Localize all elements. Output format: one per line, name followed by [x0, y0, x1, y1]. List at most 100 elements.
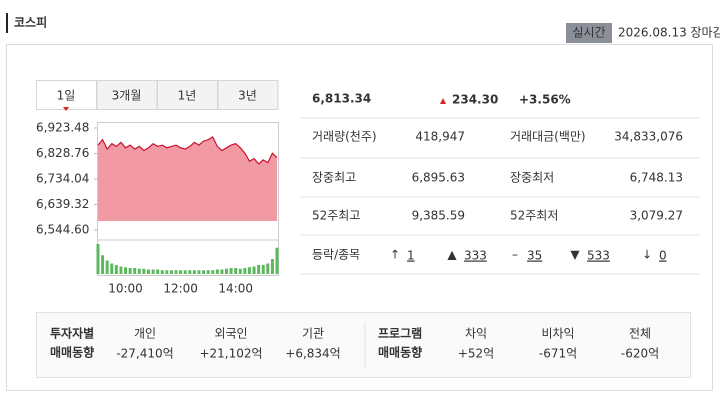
breadth-label: 등락/종목 [312, 248, 360, 262]
breadth-count[interactable]: 35 [527, 249, 542, 263]
volume-bar [229, 268, 233, 274]
flow-value: +21,102억 [199, 347, 262, 361]
stat-value: 6,895.63 [412, 171, 465, 185]
badge-bg [566, 23, 612, 43]
volume-bar [197, 270, 201, 274]
stat-label: 52주최고 [312, 209, 360, 223]
x-tick-label: 12:00 [163, 282, 198, 296]
stat-value: 9,385.59 [412, 209, 465, 223]
volume-bar [137, 268, 141, 274]
flow-box [36, 312, 691, 378]
stat-label: 장중최저 [510, 171, 554, 185]
volume-bar [270, 259, 274, 274]
volume-bar [202, 270, 206, 274]
flow-label: 매매동향 [50, 345, 94, 360]
volume-bar [101, 255, 105, 274]
volume-bar [96, 244, 100, 274]
stat-label: 장중최고 [312, 171, 356, 185]
x-tick-label: 14:00 [218, 282, 253, 296]
volume-bar [105, 260, 109, 274]
stat-label: 52주최저 [510, 209, 558, 223]
volume-bar [206, 270, 210, 274]
volume-bar [225, 268, 229, 274]
percent: +3.56% [519, 93, 571, 107]
volume-bar [151, 269, 155, 274]
breadth-icon: ▲ [447, 248, 457, 262]
flow-value: +6,834억 [285, 347, 340, 361]
flow-value: -671억 [539, 347, 577, 361]
flow-name: 차익 [465, 327, 487, 341]
plot-frame [97, 122, 279, 276]
volume-bar [261, 265, 265, 274]
volume-bar [169, 270, 173, 274]
volume-bar [183, 270, 187, 274]
price-line [97, 136, 278, 165]
volume-bar [128, 268, 132, 274]
flow-name: 개인 [134, 327, 156, 341]
volume-bar [179, 270, 183, 274]
volume-bar [234, 268, 238, 274]
volume-bar [243, 268, 247, 274]
flow-value: +52억 [458, 347, 494, 361]
volume-bar [275, 247, 279, 274]
breadth-icon: – [512, 248, 518, 262]
flow-value: -620억 [621, 347, 659, 361]
tab[interactable] [36, 80, 97, 110]
volume-bar [247, 267, 251, 274]
breadth-count[interactable]: 533 [587, 249, 610, 263]
volume-bar [238, 268, 242, 274]
stat-value: 418,947 [415, 130, 465, 144]
volume-bar [211, 270, 215, 274]
panel-border [6, 44, 713, 391]
tab-label[interactable]: 1일 [57, 89, 76, 103]
stat-value: 3,079.27 [630, 209, 683, 223]
y-tick-label: 6,734.04 [36, 172, 89, 186]
y-tick-label: 6,923.48 [36, 121, 89, 135]
volume-bar [160, 270, 164, 274]
tab-label[interactable]: 1년 [178, 89, 197, 103]
breadth-count[interactable]: 0 [659, 249, 667, 263]
tab-label[interactable]: 3년 [238, 89, 257, 103]
tab[interactable] [217, 80, 279, 110]
flow-label: 매매동향 [378, 345, 422, 360]
change: 234.30 [452, 93, 498, 107]
volume-bar [133, 268, 137, 274]
flow-value: -27,410억 [116, 347, 173, 361]
timestamp: 2026.08.13 장마감 [618, 26, 720, 40]
volume-bar [257, 265, 261, 274]
price-area [98, 137, 277, 221]
tab[interactable] [96, 80, 158, 110]
stat-label: 거래대금(백만) [510, 130, 586, 144]
volume-bar [142, 268, 146, 274]
y-tick-label: 6,828.76 [36, 146, 89, 160]
volume-bar [215, 269, 219, 274]
title-bar [6, 13, 8, 33]
tab-indicator [63, 107, 69, 111]
volume-bar [165, 270, 169, 274]
volume-bar [124, 267, 128, 274]
tab-label[interactable]: 3개월 [112, 89, 142, 103]
flow-name: 전체 [629, 327, 651, 341]
flow-name: 기관 [302, 327, 324, 341]
flow-name: 외국인 [214, 327, 247, 341]
price: 6,813.34 [312, 92, 371, 106]
breadth-count[interactable]: 333 [464, 249, 487, 263]
flow-label: 투자자별 [50, 326, 94, 341]
volume-bar [174, 270, 178, 274]
up-triangle [440, 98, 446, 104]
volume-bar [220, 269, 224, 274]
y-tick-label: 6,544.60 [36, 223, 89, 237]
breadth-icon: ▼ [570, 248, 580, 262]
badge: 실시간 [572, 26, 605, 40]
volume-bar [252, 266, 256, 274]
breadth-count[interactable]: 1 [407, 249, 415, 263]
volume-bar [110, 263, 114, 274]
volume-bar [192, 270, 196, 274]
flow-name: 비차익 [541, 327, 574, 341]
x-tick-label: 10:00 [108, 282, 143, 296]
volume-bar [114, 265, 118, 274]
breadth-icon: ↑ [390, 248, 400, 262]
volume-bar [119, 266, 123, 274]
page-title: 코스피 [14, 15, 47, 30]
volume-bar [188, 270, 192, 274]
